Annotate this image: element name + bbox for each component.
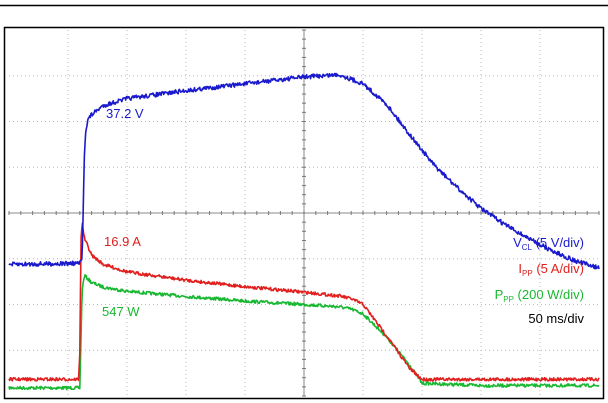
traces <box>8 72 600 391</box>
time-scale-label: 50 ms/div <box>528 311 584 326</box>
current-annotation: 16.9 A <box>104 234 141 249</box>
legend-ipp: IPP (5 A/div) <box>518 261 584 278</box>
trace-ppp <box>8 274 600 391</box>
power-annotation: 547 W <box>102 304 140 319</box>
grid <box>8 29 600 397</box>
labels: 37.2 V 16.9 A 547 W VCL (5 V/div) IPP (5… <box>102 106 584 326</box>
trace-vcl <box>8 72 600 270</box>
voltage-annotation: 37.2 V <box>106 106 144 121</box>
trace-ipp <box>8 222 600 382</box>
legend-ppp: PPP (200 W/div) <box>495 287 584 304</box>
legend-vcl: VCL (5 V/div) <box>513 235 584 252</box>
top-frame-line <box>0 0 608 6</box>
